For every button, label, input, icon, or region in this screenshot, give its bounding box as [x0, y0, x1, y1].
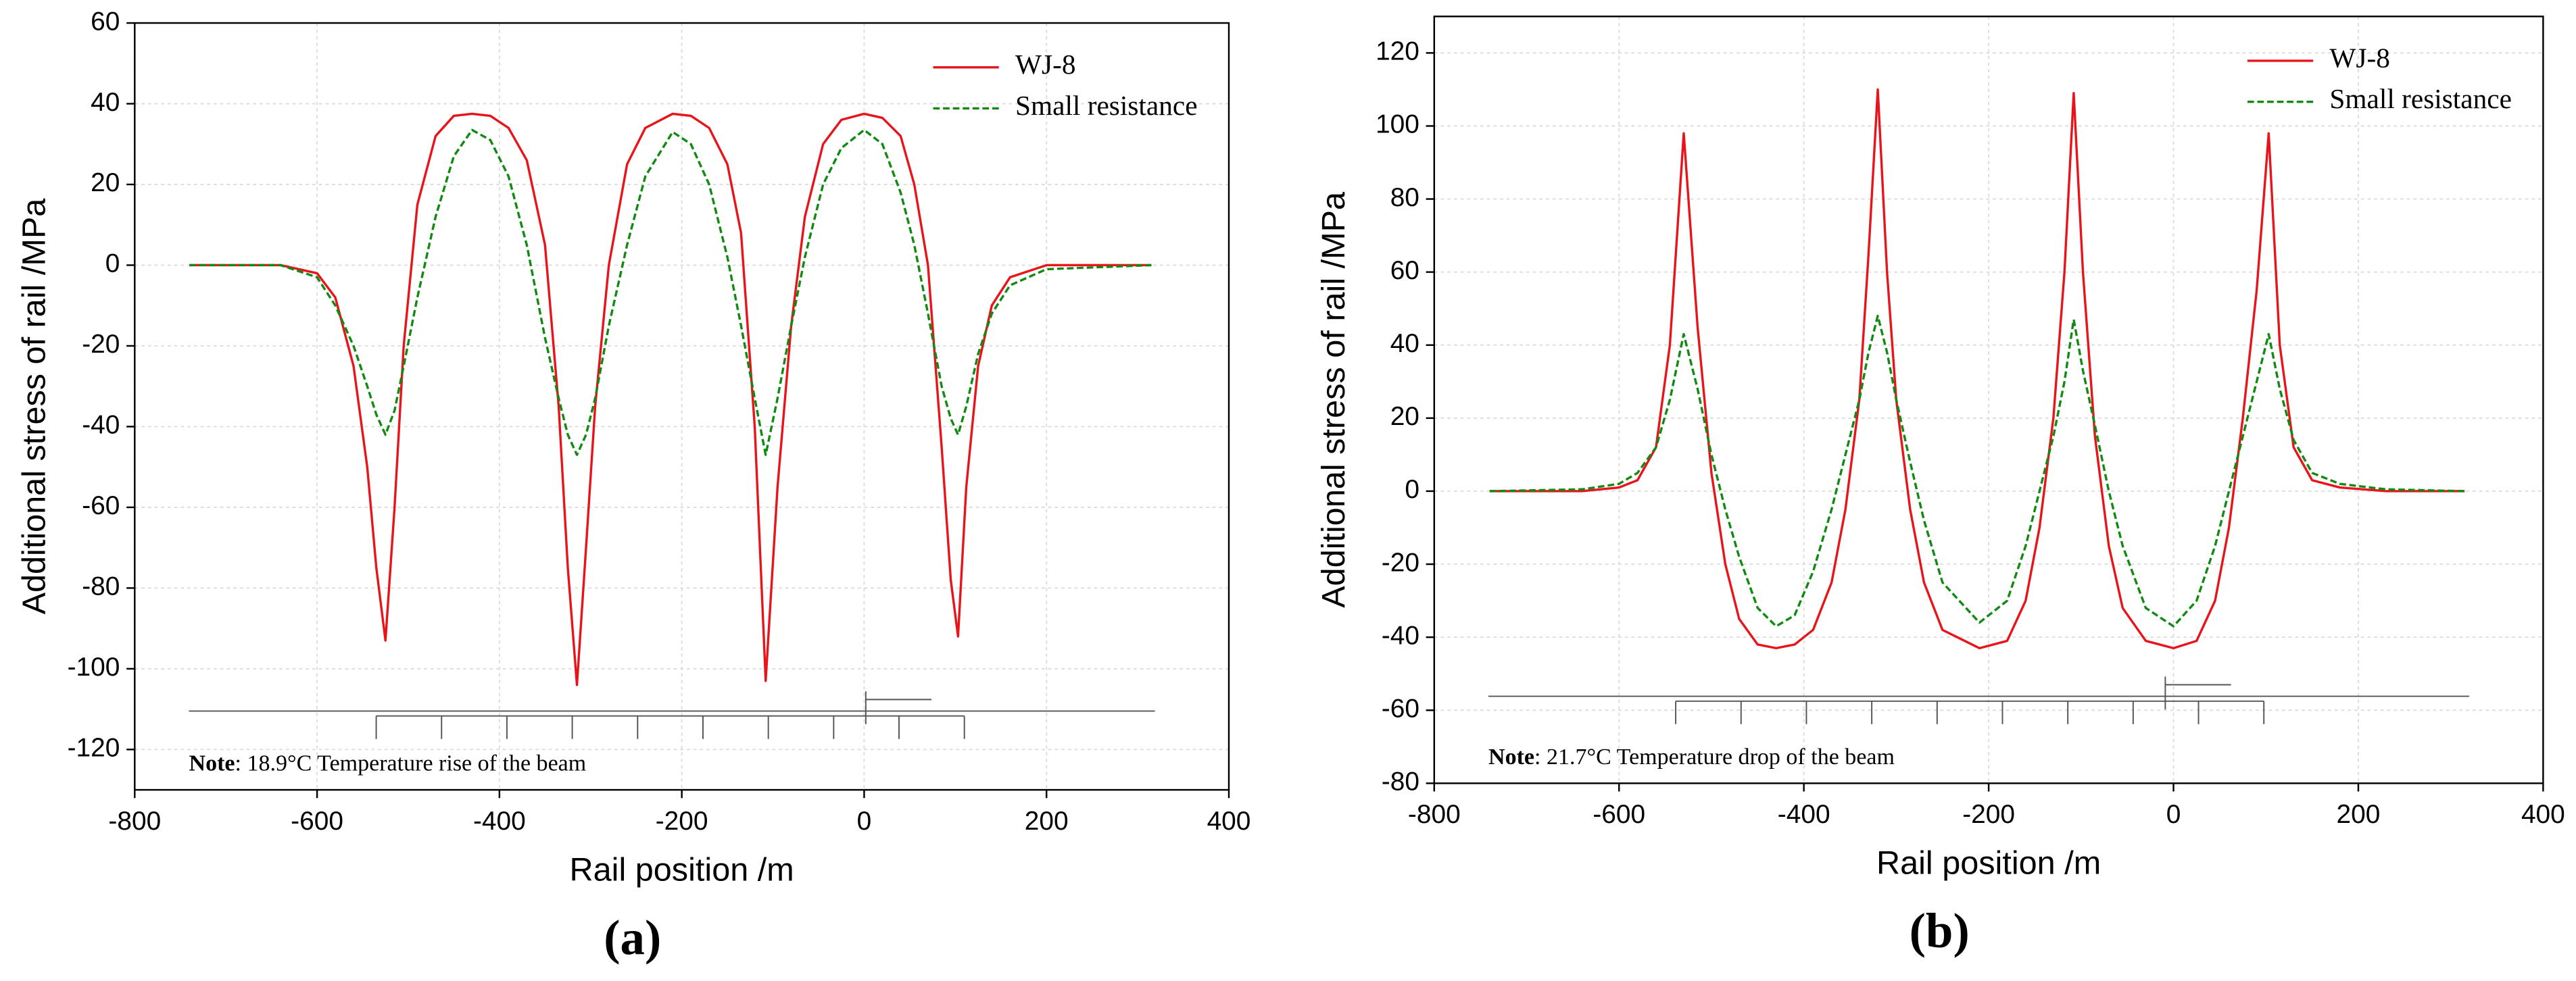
x-axis-title: Rail position /m [1876, 845, 2101, 882]
legend-label: WJ-8 [2329, 42, 2389, 73]
y-tick-label: -100 [68, 653, 120, 682]
x-tick-label: -400 [473, 807, 526, 836]
y-tick-label: -120 [68, 734, 120, 763]
x-tick-label: -200 [1962, 800, 2015, 829]
series-line [189, 112, 1152, 686]
x-tick-label: -800 [108, 807, 161, 836]
series-line [1489, 314, 2465, 628]
note-label: Note [189, 751, 235, 776]
y-axis-title: Additional stress of rail /MPa [1315, 191, 1352, 608]
y-tick-label: 20 [91, 168, 120, 197]
x-tick-label: -600 [1593, 800, 1645, 829]
legend-label: Small resistance [2329, 83, 2512, 114]
y-tick-label: 100 [1376, 110, 1419, 139]
panel-label: (b) [1910, 903, 1970, 958]
y-tick-label: -60 [82, 491, 120, 520]
x-tick-label: 200 [1025, 807, 1069, 836]
x-tick-label: -800 [1408, 800, 1461, 829]
x-tick-label: -200 [656, 807, 708, 836]
bridge-schematic [1488, 676, 2470, 724]
series-line [189, 128, 1152, 456]
y-tick-label: 120 [1376, 37, 1419, 66]
plot-frame [134, 22, 1230, 791]
x-tick-label: 400 [2521, 800, 2565, 829]
y-tick-label: 0 [105, 249, 120, 278]
y-tick-label: 40 [91, 88, 120, 117]
note-label: Note [1488, 745, 1534, 770]
y-tick-label: 40 [1390, 329, 1419, 358]
x-tick-label: 400 [1207, 807, 1251, 836]
y-tick-label: -80 [82, 572, 120, 601]
y-tick-label: -80 [1382, 768, 1419, 797]
legend-label: WJ-8 [1015, 49, 1075, 80]
note: Note: 18.9°C Temperature rise of the bea… [189, 751, 587, 776]
y-tick-label: 80 [1390, 183, 1419, 212]
plot-frame [1433, 16, 2544, 784]
y-tick-label: 60 [1390, 256, 1419, 285]
note-text: : 21.7°C Temperature drop of the beam [1534, 745, 1895, 770]
note-text: : 18.9°C Temperature rise of the beam [235, 751, 587, 776]
x-tick-label: -400 [1778, 800, 1830, 829]
x-tick-label: 0 [857, 807, 872, 836]
y-tick-label: -20 [1382, 548, 1419, 577]
series-line [1489, 88, 2465, 650]
y-axis-title: Additional stress of rail /MPa [16, 198, 52, 615]
note: Note: 21.7°C Temperature drop of the bea… [1488, 745, 1895, 770]
x-axis-title: Rail position /m [570, 851, 794, 888]
y-tick-label: 20 [1390, 402, 1419, 431]
x-tick-label: 0 [2166, 800, 2181, 829]
bridge-schematic [189, 691, 1155, 739]
x-tick-label: -600 [291, 807, 343, 836]
y-tick-label: -60 [1382, 695, 1419, 724]
y-tick-label: 0 [1405, 475, 1419, 504]
legend-label: Small resistance [1015, 90, 1198, 121]
y-tick-label: -40 [1382, 621, 1419, 650]
y-tick-label: 60 [91, 7, 120, 36]
y-tick-label: -20 [82, 330, 120, 359]
y-tick-label: -40 [82, 411, 120, 440]
x-tick-label: 200 [2337, 800, 2381, 829]
panel-label: (a) [604, 910, 661, 965]
